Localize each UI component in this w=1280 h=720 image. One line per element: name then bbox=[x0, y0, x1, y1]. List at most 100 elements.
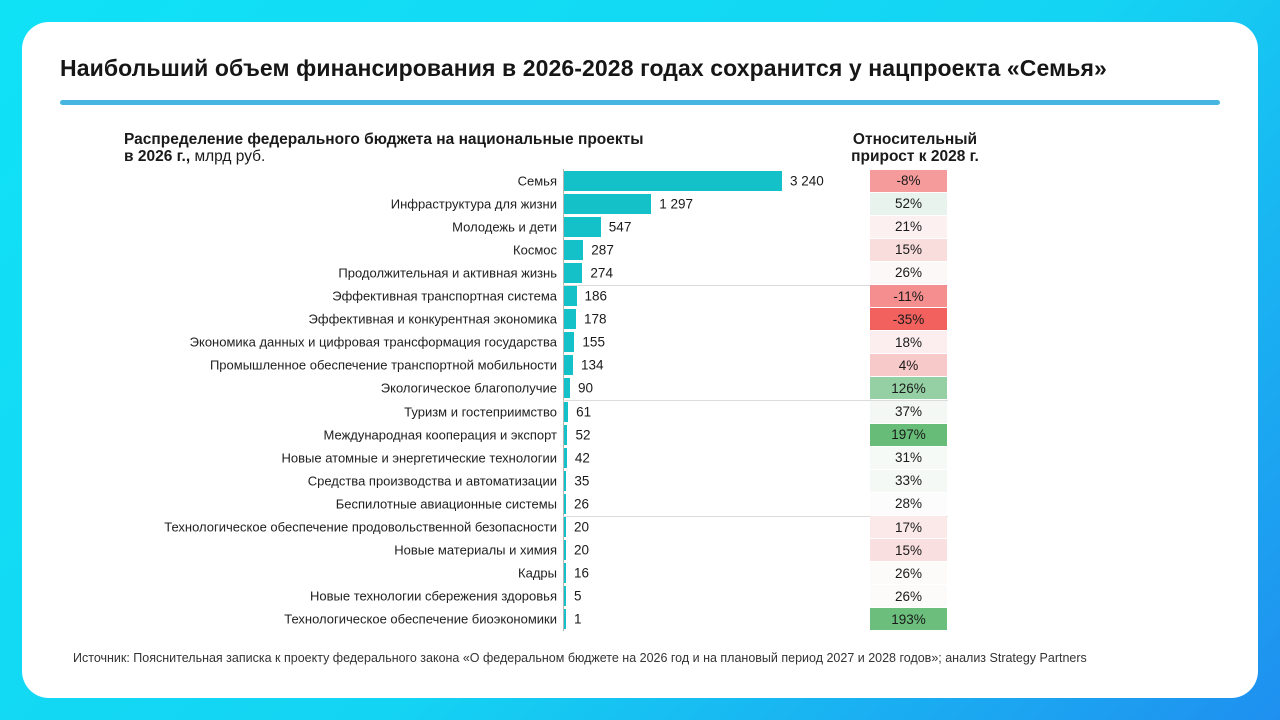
row-label: Промышленное обеспечение транспортной мо… bbox=[209, 357, 557, 373]
bar bbox=[564, 309, 576, 330]
chart-row: Новые атомные и энергетические технологи… bbox=[22, 446, 1258, 469]
bar-value: 20 bbox=[574, 519, 590, 535]
chart-row: Кадры 16 26% bbox=[22, 562, 1258, 585]
row-label: Эффективная транспортная система bbox=[332, 288, 557, 304]
growth-column-header: Относительный прирост к 2028 г. bbox=[813, 131, 1017, 165]
chart-row: Новые материалы и химия 20 15% bbox=[22, 539, 1258, 562]
bar-value: 90 bbox=[578, 380, 594, 396]
growth-badge: -8% bbox=[870, 169, 947, 192]
bar-value: 1 297 bbox=[659, 196, 694, 212]
chart-row: Промышленное обеспечение транспортной мо… bbox=[22, 354, 1258, 377]
growth-badge: 17% bbox=[870, 516, 947, 538]
growth-badge: 126% bbox=[870, 377, 947, 400]
title-underline bbox=[60, 100, 1220, 105]
row-label: Эффективная и конкурентная экономика bbox=[308, 311, 557, 327]
growth-badge: 15% bbox=[870, 238, 947, 261]
bar-value: 274 bbox=[590, 265, 613, 281]
growth-badge: 21% bbox=[870, 215, 947, 238]
row-label: Технологическое обеспечение продовольств… bbox=[164, 519, 557, 535]
bar bbox=[564, 401, 569, 422]
row-label: Экономика данных и цифровая трансформаци… bbox=[189, 334, 557, 350]
chart-row: Технологическое обеспечение биоэкономики… bbox=[22, 608, 1258, 631]
row-label: Инфраструктура для жизни bbox=[390, 196, 557, 212]
bar-chart: Семья 3 240 -8% Инфраструктура для жизни 1 2… bbox=[22, 169, 1258, 632]
row-label: Кадры bbox=[518, 565, 557, 581]
bar-value: 42 bbox=[574, 450, 590, 466]
bar-value: 155 bbox=[582, 334, 605, 350]
growth-badge: 37% bbox=[870, 400, 947, 423]
bar bbox=[564, 355, 574, 376]
chart-row: Новые технологии сбережения здоровья 5 26% bbox=[22, 585, 1258, 608]
bar bbox=[564, 286, 577, 306]
bar-value: 35 bbox=[574, 473, 590, 489]
bar bbox=[564, 170, 782, 191]
bar bbox=[564, 470, 567, 491]
growth-badge: 26% bbox=[870, 585, 947, 608]
chart-title-line1: Распределение федерального бюджета на на… bbox=[124, 131, 644, 148]
bar-value: 1 bbox=[574, 611, 582, 627]
chart-row: Эффективная транспортная система 186 -11% bbox=[22, 285, 1258, 308]
chart-row: Технологическое обеспечение продовольств… bbox=[22, 516, 1258, 539]
chart-row: Международная кооперация и экспорт 52 197% bbox=[22, 423, 1258, 446]
chart-title: Распределение федерального бюджета на на… bbox=[124, 131, 643, 165]
growth-badge: 197% bbox=[870, 423, 947, 446]
chart-row: Инфраструктура для жизни 1 297 52% bbox=[22, 192, 1258, 215]
bar bbox=[564, 517, 566, 537]
row-label: Средства производства и автоматизации bbox=[307, 473, 557, 489]
bar-value: 16 bbox=[574, 565, 590, 581]
row-label: Молодежь и дети bbox=[452, 219, 557, 235]
bar-value: 20 bbox=[574, 542, 590, 558]
growth-badge: -35% bbox=[870, 308, 947, 331]
group-separator bbox=[563, 400, 948, 401]
chart-row: Эффективная и конкурентная экономика 178 -… bbox=[22, 308, 1258, 331]
growth-badge: 26% bbox=[870, 562, 947, 585]
growth-badge: 4% bbox=[870, 354, 947, 377]
growth-header-line2: прирост к 2028 г. bbox=[851, 148, 979, 165]
bar bbox=[564, 586, 566, 607]
bar bbox=[564, 609, 566, 630]
row-label: Новые материалы и химия bbox=[394, 542, 557, 558]
source-note: Источник: Пояснительная записка к проект… bbox=[73, 651, 1087, 665]
row-label: Беспилотные авиационные системы bbox=[335, 496, 557, 512]
growth-badge: 31% bbox=[870, 446, 947, 469]
growth-header-line1: Относительный bbox=[852, 131, 978, 148]
growth-badge: 52% bbox=[870, 192, 947, 215]
chart-row: Туризм и гостеприимство 61 37% bbox=[22, 400, 1258, 423]
row-label: Международная кооперация и экспорт bbox=[323, 427, 557, 443]
chart-title-line2: в 2026 г., млрд руб. bbox=[124, 148, 643, 165]
bar-value: 26 bbox=[574, 496, 590, 512]
chart-row: Беспилотные авиационные системы 26 28% bbox=[22, 492, 1258, 515]
growth-badge: 193% bbox=[870, 608, 947, 631]
chart-row: Молодежь и дети 547 21% bbox=[22, 215, 1258, 238]
bar-value: 61 bbox=[576, 404, 592, 420]
chart-row: Экологическое благополучие 90 126% bbox=[22, 377, 1258, 400]
bar bbox=[564, 239, 584, 260]
bar bbox=[564, 563, 566, 584]
bar bbox=[564, 262, 583, 283]
chart-row: Средства производства и автоматизации 35 3… bbox=[22, 469, 1258, 492]
page-title: Наибольший объем финансирования в 2026-2… bbox=[60, 55, 1107, 81]
bar bbox=[564, 493, 566, 514]
growth-badge: 28% bbox=[870, 492, 947, 515]
bar-value: 547 bbox=[608, 219, 632, 235]
chart-title-units: млрд руб. bbox=[190, 148, 266, 165]
growth-badge: 15% bbox=[870, 539, 947, 562]
bar bbox=[564, 332, 575, 353]
slide-card: Наибольший объем финансирования в 2026-2… bbox=[22, 22, 1258, 698]
chart-row: Семья 3 240 -8% bbox=[22, 169, 1258, 192]
growth-badge: -11% bbox=[870, 285, 947, 307]
bar bbox=[564, 378, 571, 399]
chart-title-year: в 2026 г., bbox=[124, 148, 191, 165]
bar-value: 287 bbox=[591, 242, 614, 258]
row-label: Туризм и гостеприимство bbox=[404, 404, 557, 420]
chart-row: Космос 287 15% bbox=[22, 238, 1258, 261]
bar bbox=[564, 540, 566, 561]
row-label: Экологическое благополучие bbox=[380, 380, 557, 396]
bar-value: 178 bbox=[583, 311, 607, 327]
group-separator bbox=[563, 284, 948, 286]
growth-badge: 33% bbox=[870, 469, 947, 492]
chart-row: Экономика данных и цифровая трансформаци… bbox=[22, 331, 1258, 354]
bar-value: 5 bbox=[574, 588, 582, 604]
row-label: Продолжительная и активная жизнь bbox=[338, 265, 557, 281]
group-separator bbox=[563, 515, 948, 517]
